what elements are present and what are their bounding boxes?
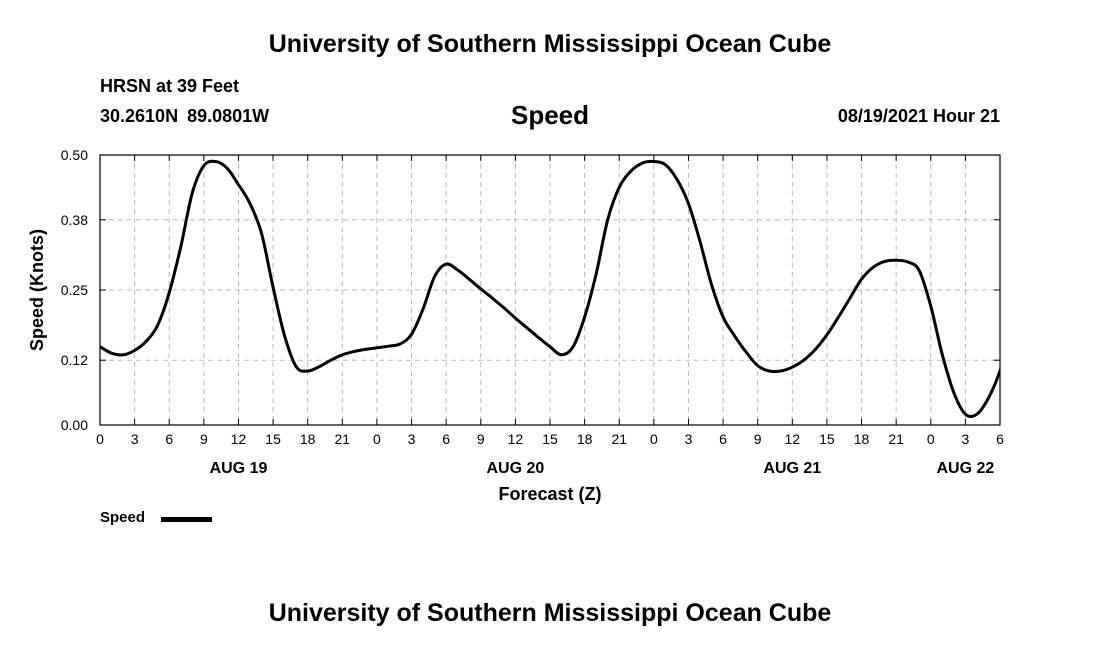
date-label: AUG 19	[210, 460, 268, 477]
series-layer	[100, 159, 1000, 419]
page-title: University of Southern Mississippi Ocean…	[268, 30, 832, 58]
x-tick-label: 21	[335, 431, 351, 447]
x-tick-label: 15	[542, 431, 558, 447]
series-line-speed	[100, 159, 1000, 419]
x-tick-label: 12	[785, 431, 801, 447]
x-tick-label: 18	[854, 431, 870, 447]
x-tick-label: 0	[373, 431, 381, 447]
plot-frame	[99, 154, 1001, 426]
x-tick-label: 6	[719, 431, 727, 447]
x-tick-label: 21	[888, 431, 904, 447]
x-tick-label: 18	[300, 431, 316, 447]
x-tick-label: 0	[96, 431, 104, 447]
x-tick-label: 3	[961, 431, 969, 447]
datetime-label: 08/19/2021 Hour 21	[837, 106, 1000, 126]
y-tick-label: 0.25	[61, 282, 88, 298]
x-tick-label: 15	[265, 431, 281, 447]
x-tick-label: 3	[408, 431, 416, 447]
chart-title: Speed	[510, 100, 590, 130]
axes: 0 3 6 9 12 15 18 21 0 3 6 9 12 15 18 21 0 3 6 9 12 15 18 21 0 3 6A…	[61, 147, 1004, 477]
y-axis-label: Speed (Knots)	[27, 229, 47, 351]
x-tick-label: 9	[754, 431, 762, 447]
x-tick-label: 0	[650, 431, 658, 447]
x-tick-label: 9	[200, 431, 208, 447]
y-tick-label: 0.50	[61, 147, 88, 163]
x-tick-label: 9	[477, 431, 485, 447]
date-label: AUG 20	[486, 460, 544, 477]
station-label: HRSN at 39 Feet	[100, 76, 240, 96]
grid	[100, 155, 1000, 425]
y-tick-label: 0.00	[61, 417, 88, 433]
x-tick-label: 12	[231, 431, 247, 447]
x-tick-label: 6	[165, 431, 173, 447]
x-tick-label: 21	[611, 431, 627, 447]
date-label: AUG 22	[936, 460, 994, 477]
y-tick-label: 0.38	[61, 212, 88, 228]
x-tick-label: 3	[131, 431, 139, 447]
x-tick-label: 0	[927, 431, 935, 447]
x-tick-label: 18	[577, 431, 593, 447]
x-tick-label: 12	[508, 431, 524, 447]
y-tick-label: 0.12	[61, 352, 88, 368]
footer-title: University of Southern Mississippi Ocean…	[268, 599, 832, 627]
x-tick-label: 3	[685, 431, 693, 447]
x-axis-label: Forecast (Z)	[498, 484, 601, 504]
x-tick-label: 6	[442, 431, 450, 447]
legend-swatch	[161, 517, 212, 522]
x-tick-label: 6	[996, 431, 1004, 447]
legend-label: Speed	[100, 509, 146, 526]
coordinates-label: 30.2610N 89.0801W	[100, 106, 270, 126]
date-label: AUG 21	[763, 460, 821, 477]
x-tick-label: 15	[819, 431, 835, 447]
